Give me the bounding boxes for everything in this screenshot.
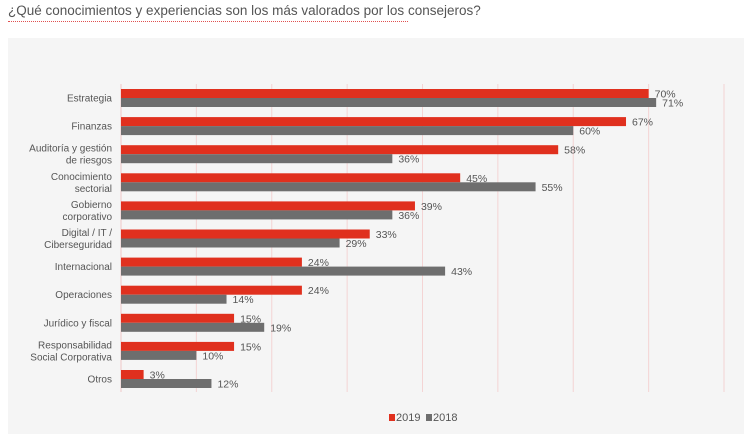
category-label: Gobierno <box>71 200 113 211</box>
bar-2018 <box>121 266 446 276</box>
category-label: corporativo <box>63 212 113 223</box>
legend-swatch-2019 <box>389 414 395 421</box>
legend-label-2019: 2019 <box>396 412 420 424</box>
bar-2018 <box>121 182 536 192</box>
value-label-2018: 10% <box>202 350 223 362</box>
value-label-2018: 43% <box>451 266 472 278</box>
category-label: Auditoría y gestión <box>29 144 112 155</box>
legend-label-2018: 2018 <box>433 412 457 424</box>
category-label: Estrategia <box>67 94 112 105</box>
bar-2019 <box>121 285 302 295</box>
value-label-2018: 36% <box>398 154 419 166</box>
category-label: Social Corporativa <box>30 352 112 363</box>
value-label-2018: 36% <box>398 210 419 222</box>
bar-2019 <box>121 341 235 351</box>
legend: 2019 2018 <box>389 412 457 424</box>
bar-2018 <box>121 350 197 360</box>
value-labels: 70%71%67%60%58%36%45%55%39%36%33%29%24%4… <box>150 89 684 391</box>
category-label: Conocimiento <box>51 172 113 183</box>
bar-2019 <box>121 173 461 183</box>
value-label-2019: 15% <box>240 313 261 325</box>
value-label-2019: 24% <box>308 257 329 269</box>
bar-2019 <box>121 89 649 98</box>
category-labels: Estrategia Finanzas Auditoría y gestiónde … <box>29 94 112 386</box>
category-label: Digital / IT / <box>62 228 113 239</box>
category-label: Otros <box>88 375 112 386</box>
value-label-2018: 29% <box>346 238 367 250</box>
category-label: sectorial <box>75 184 112 195</box>
category-label: Internacional <box>55 262 112 273</box>
bar-2019 <box>121 145 559 155</box>
bar-2019 <box>121 117 627 127</box>
bar-2018 <box>121 238 340 248</box>
category-label: Ciberseguridad <box>44 240 112 251</box>
bar-2018 <box>121 98 657 107</box>
bar-2018 <box>121 210 393 220</box>
bar-2019 <box>121 370 144 379</box>
bars <box>121 89 657 388</box>
bar-2019 <box>121 229 370 239</box>
category-label: de riesgos <box>66 156 112 167</box>
value-label-2019: 45% <box>466 173 487 185</box>
legend-swatch-2018 <box>426 414 432 421</box>
category-label: Operaciones <box>55 290 112 301</box>
value-label-2019: 24% <box>308 285 329 297</box>
category-label: Finanzas <box>71 122 112 133</box>
value-label-2018: 14% <box>233 294 254 306</box>
bar-2018 <box>121 126 574 136</box>
bar-2018 <box>121 294 227 304</box>
value-label-2019: 15% <box>240 341 261 353</box>
value-label-2019: 39% <box>421 201 442 213</box>
value-label-2019: 67% <box>632 117 653 129</box>
bar-2018 <box>121 379 212 388</box>
category-label: Responsabilidad <box>38 340 112 351</box>
value-label-2019: 70% <box>655 89 676 101</box>
bar-2019 <box>121 201 415 211</box>
page-title: ¿Qué conocimientos y experiencias son lo… <box>8 3 481 18</box>
bar-2019 <box>121 257 302 267</box>
value-label-2018: 71% <box>662 98 683 110</box>
value-label-2019: 33% <box>376 229 397 241</box>
value-label-2019: 3% <box>150 370 165 382</box>
value-label-2018: 55% <box>542 182 563 194</box>
value-label-2018: 60% <box>579 126 600 138</box>
bar-2018 <box>121 154 393 164</box>
value-label-2019: 58% <box>564 145 585 157</box>
category-label: Jurídico y fiscal <box>44 318 112 329</box>
value-label-2018: 12% <box>217 379 238 391</box>
bar-2018 <box>121 322 265 332</box>
value-label-2018: 19% <box>270 322 291 334</box>
title-underline <box>8 21 408 22</box>
bar-2019 <box>121 313 235 323</box>
